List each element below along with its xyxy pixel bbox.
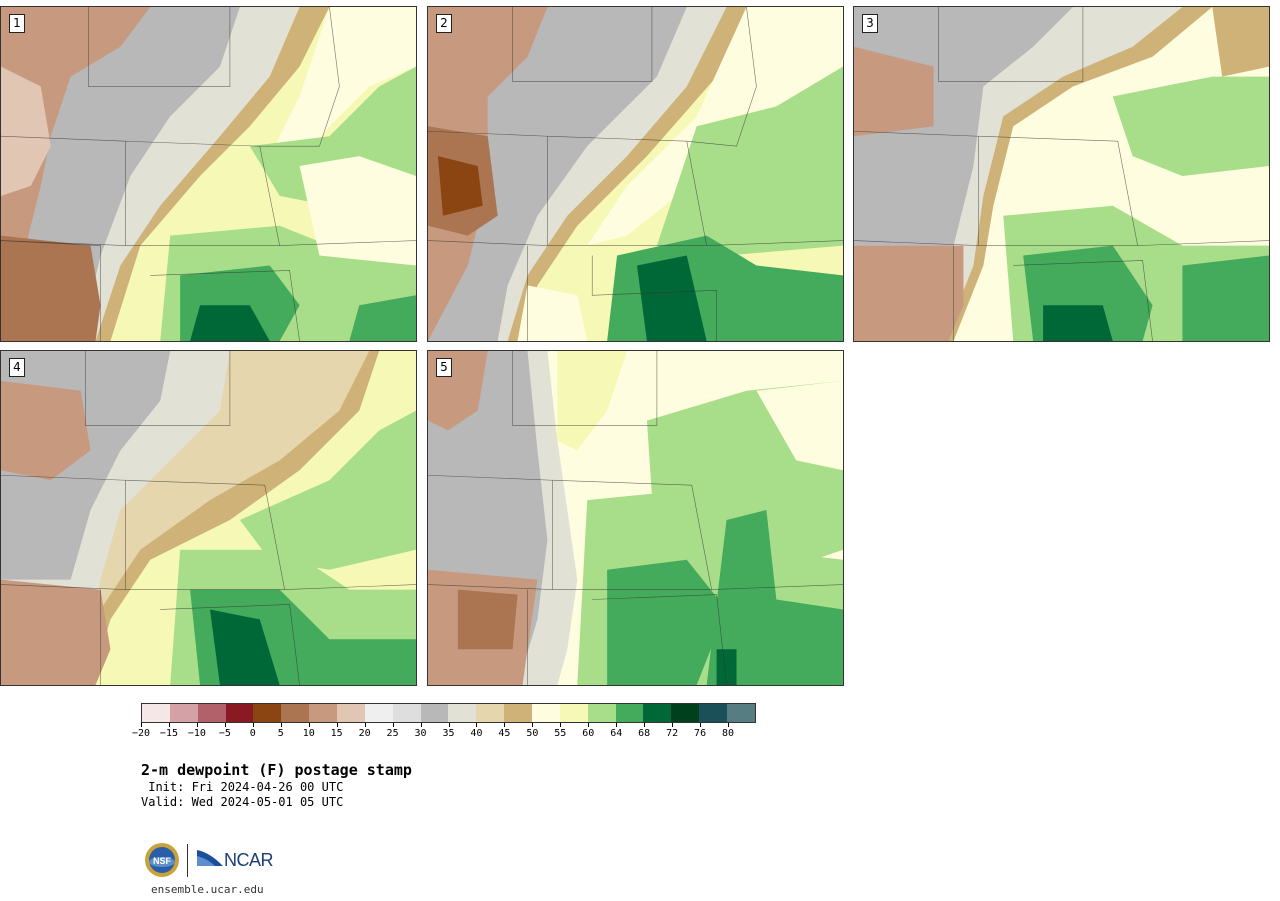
colorbar-tick <box>196 723 198 727</box>
colorbar-swatch <box>169 704 198 722</box>
panel-number-label: 5 <box>436 358 452 377</box>
colorbar-swatch <box>587 704 616 722</box>
dewpoint-map-3 <box>854 7 1269 341</box>
map-panel-5: 5 <box>427 350 844 686</box>
colorbar-tick <box>616 723 618 727</box>
colorbar-tick <box>532 723 534 727</box>
colorbar-tick-label: 45 <box>498 728 511 739</box>
ncar-logo-text: NCAR <box>224 850 274 870</box>
colorbar-tick-label: 64 <box>610 728 623 739</box>
colorbar-swatch <box>643 704 672 722</box>
colorbar-tick <box>644 723 646 727</box>
colorbar-tick <box>364 723 366 727</box>
colorbar-tick <box>224 723 226 727</box>
colorbar-tick <box>672 723 674 727</box>
site-url: ensemble.ucar.edu <box>151 883 264 896</box>
nsf-logo-icon: NSF <box>145 843 179 877</box>
colorbar-swatch <box>225 704 254 722</box>
colorbar-tick <box>448 723 450 727</box>
map-panel-3: 3 <box>853 6 1270 342</box>
colorbar-swatch <box>253 704 282 722</box>
nsf-logo-text: NSF <box>153 856 172 866</box>
map-panel-2: 2 <box>427 6 844 342</box>
colorbar-swatch <box>309 704 338 722</box>
colorbar-tick-label: 72 <box>666 728 679 739</box>
colorbar-swatch <box>559 704 588 722</box>
colorbar-swatch <box>392 704 421 722</box>
dewpoint-map-1 <box>1 7 416 341</box>
colorbar-swatch <box>615 704 644 722</box>
colorbar-ticks: −20 −15 −10 −5 0 5 10 15 20 25 30 35 40 45 50 55 60 64 68 7… <box>132 723 756 743</box>
valid-time: Valid: Wed 2024-05-01 05 UTC <box>141 795 344 809</box>
init-time: Init: Fri 2024-04-26 00 UTC <box>141 780 344 794</box>
colorbar-swatch <box>448 704 477 722</box>
colorbar-tick-label: −20 <box>131 728 151 739</box>
colorbar-swatch <box>142 704 170 722</box>
colorbar-tick-label: 50 <box>526 728 539 739</box>
colorbar-swatch <box>420 704 449 722</box>
colorbar-swatch <box>197 704 226 722</box>
logo-divider <box>187 844 188 877</box>
colorbar-tick <box>336 723 338 727</box>
colorbar-swatch <box>281 704 310 722</box>
colorbar-tick <box>252 723 254 727</box>
colorbar-tick-label: 80 <box>722 728 735 739</box>
colorbar-tick-label: 40 <box>470 728 483 739</box>
colorbar-tick <box>588 723 590 727</box>
colorbar-tick <box>392 723 394 727</box>
colorbar-tick <box>560 723 562 727</box>
dewpoint-map-5 <box>428 351 843 685</box>
colorbar-tick <box>728 723 730 727</box>
colorbar-tick-label: −10 <box>187 728 206 739</box>
colorbar-tick-label: 76 <box>694 728 707 739</box>
colorbar-swatch <box>532 704 560 722</box>
colorbar-swatch <box>337 704 365 722</box>
colorbar-tick <box>280 723 282 727</box>
colorbar-tick-label: 20 <box>358 728 371 739</box>
dewpoint-map-2 <box>428 7 843 341</box>
map-panel-4: 4 <box>0 350 417 686</box>
panel-number-label: 4 <box>9 358 25 377</box>
colorbar-tick-label: −15 <box>159 728 178 739</box>
colorbar-tick <box>700 723 702 727</box>
colorbar-swatch <box>504 704 533 722</box>
colorbar-swatch <box>476 704 505 722</box>
colorbar-tick-label: 25 <box>386 728 399 739</box>
colorbar-tick-label: −5 <box>218 728 231 739</box>
panel-number-label: 2 <box>436 14 452 33</box>
colorbar-tick <box>420 723 422 727</box>
colorbar-tick-label: 30 <box>414 728 427 739</box>
logos: NSF NCAR <box>144 842 284 878</box>
ncar-logo-icon <box>197 850 223 866</box>
colorbar-tick-label: 0 <box>249 728 256 739</box>
colorbar-tick-label: 60 <box>582 728 595 739</box>
colorbar-tick-label: 15 <box>330 728 343 739</box>
colorbar-tick <box>504 723 506 727</box>
dewpoint-map-4 <box>1 351 416 685</box>
colorbar-tick <box>308 723 310 727</box>
colorbar-tick-label: 35 <box>442 728 455 739</box>
colorbar-tick <box>476 723 478 727</box>
colorbar-swatch <box>364 704 393 722</box>
panel-number-label: 3 <box>862 14 878 33</box>
colorbar-tick-label: 10 <box>302 728 315 739</box>
colorbar-tick-label: 55 <box>554 728 567 739</box>
colorbar-swatch <box>727 704 755 722</box>
colorbar-tick <box>168 723 170 727</box>
colorbar-swatch <box>699 704 728 722</box>
panel-number-label: 1 <box>9 14 25 33</box>
chart-title: 2-m dewpoint (F) postage stamp <box>141 761 412 779</box>
dewpoint-colorbar <box>141 703 756 723</box>
colorbar-tick-label: 68 <box>638 728 651 739</box>
colorbar-tick <box>141 723 142 727</box>
colorbar-tick-label: 5 <box>277 728 284 739</box>
map-panel-1: 1 <box>0 6 417 342</box>
colorbar-swatch <box>671 704 700 722</box>
